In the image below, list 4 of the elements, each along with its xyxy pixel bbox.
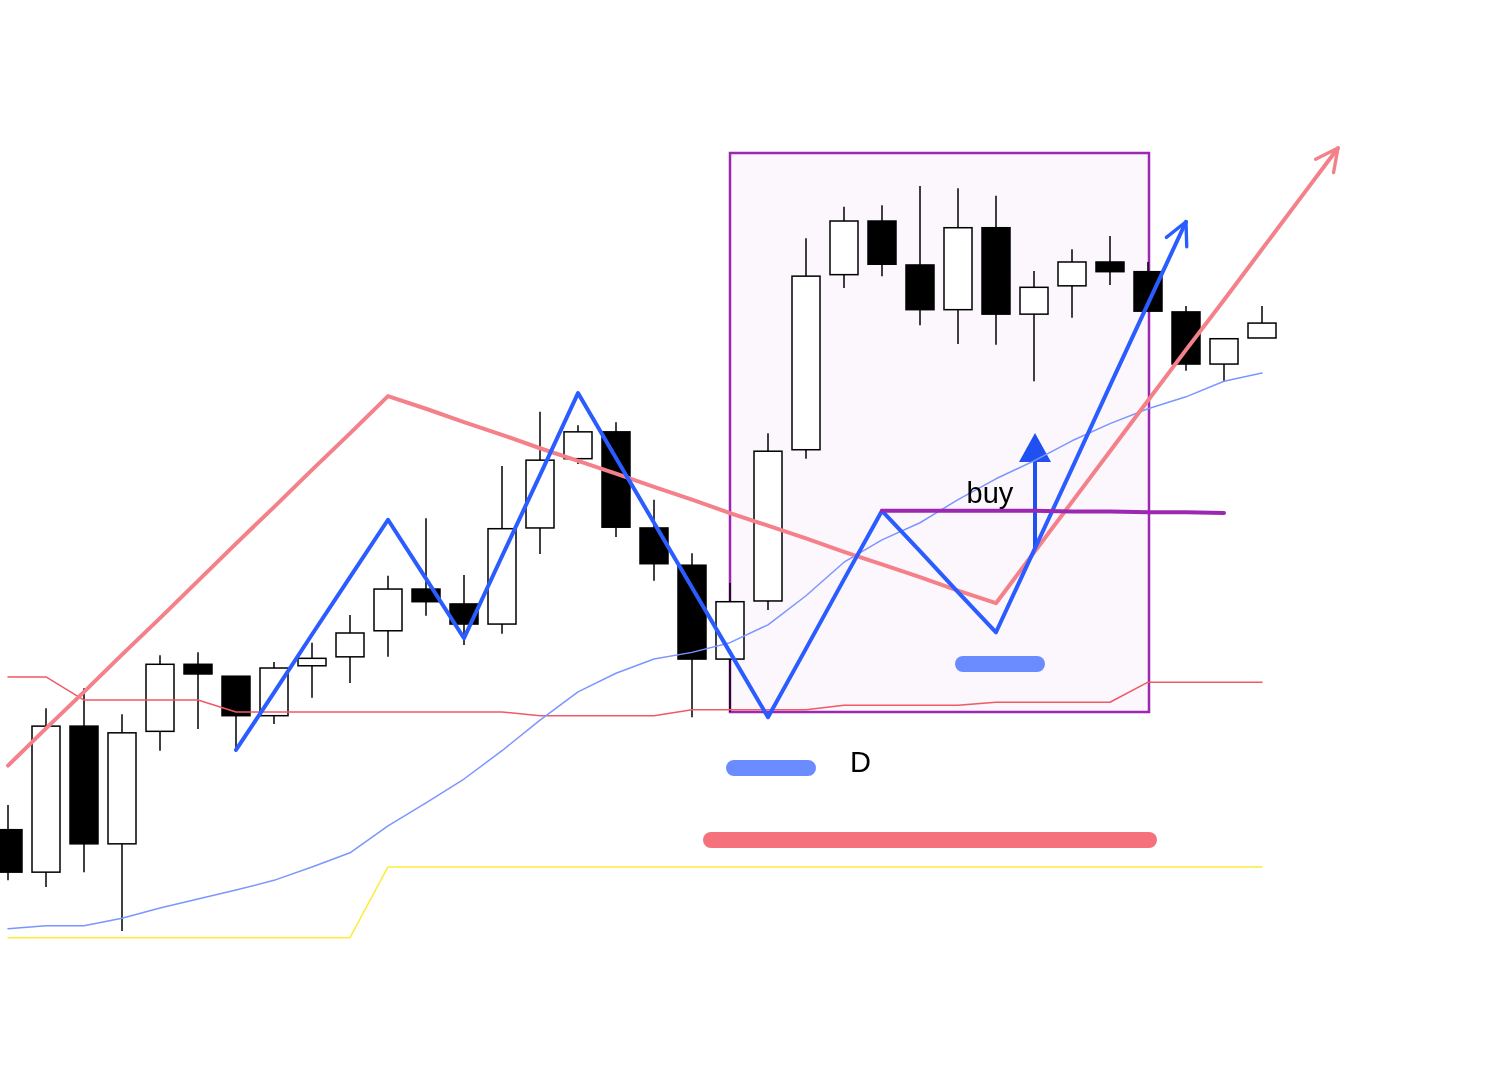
- candlestick: [297, 641, 327, 699]
- candlestick: [183, 651, 213, 730]
- annotation: buy: [966, 476, 1014, 509]
- annotation: D: [850, 746, 871, 778]
